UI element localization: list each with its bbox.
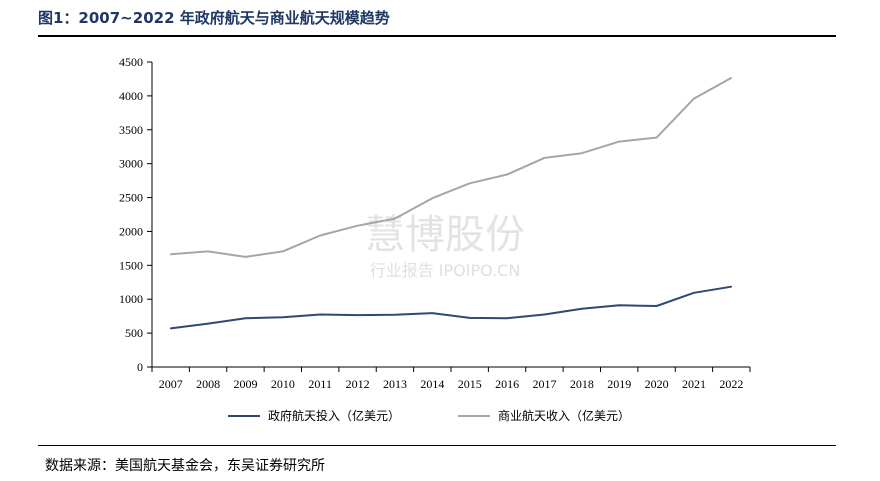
data-point bbox=[581, 307, 583, 310]
x-tick-label: 2009 bbox=[233, 377, 257, 391]
x-tick-label: 2008 bbox=[196, 377, 220, 391]
data-point bbox=[468, 317, 471, 319]
data-point bbox=[169, 253, 172, 255]
data-point bbox=[244, 317, 247, 320]
x-tick-label: 2010 bbox=[271, 377, 295, 391]
data-point bbox=[618, 140, 620, 143]
data-point bbox=[730, 77, 733, 79]
data-point bbox=[319, 313, 321, 316]
series-line-1 bbox=[170, 285, 732, 330]
x-tick-label: 2020 bbox=[645, 377, 669, 391]
y-tick-label: 4000 bbox=[119, 89, 143, 103]
data-source-note: 数据来源：美国航天基金会，东吴证券研究所 bbox=[45, 458, 325, 474]
data-point bbox=[319, 234, 321, 237]
data-point bbox=[730, 285, 733, 288]
legend: 政府航天投入（亿美元） 商业航天收入（亿美元） bbox=[228, 408, 630, 423]
watermark: 慧博股份 行业报告 IPOIPO.CN bbox=[365, 212, 525, 280]
x-tick-label: 2014 bbox=[420, 377, 444, 391]
y-tick-label: 3500 bbox=[119, 123, 143, 137]
axes: 0 500 1000 1500 2000 2500 3000 3500 4000 4500 2007… bbox=[119, 55, 751, 391]
y-tick-label: 0 bbox=[137, 360, 143, 374]
data-point bbox=[169, 327, 172, 330]
x-tick-label: 2016 bbox=[495, 377, 519, 391]
legend-label-2: 商业航天收入（亿美元） bbox=[498, 408, 630, 423]
x-tick-label: 2007 bbox=[159, 377, 183, 391]
x-tick-label: 2011 bbox=[308, 377, 332, 391]
data-point bbox=[693, 291, 695, 294]
data-point bbox=[506, 173, 508, 176]
data-point bbox=[282, 316, 284, 318]
legend-label-1: 政府航天投入（亿美元） bbox=[268, 408, 400, 423]
data-point bbox=[207, 250, 209, 253]
x-tick-label: 2012 bbox=[346, 377, 370, 391]
data-point bbox=[693, 97, 695, 100]
x-tick-label: 2013 bbox=[383, 377, 407, 391]
x-tick-label: 2017 bbox=[532, 377, 556, 391]
data-point bbox=[506, 317, 508, 320]
y-tick-label: 4500 bbox=[119, 55, 143, 69]
data-point bbox=[394, 217, 396, 220]
data-point bbox=[356, 314, 359, 316]
data-point bbox=[618, 304, 620, 307]
series-line-2 bbox=[170, 77, 732, 258]
y-tick-label: 1500 bbox=[119, 258, 143, 272]
data-point bbox=[356, 224, 359, 227]
figure-title: 图1：2007~2022 年政府航天与商业航天规模趋势 bbox=[38, 9, 390, 27]
source-rule bbox=[38, 445, 836, 446]
data-point bbox=[282, 250, 284, 253]
data-point bbox=[543, 313, 546, 316]
x-tick-label: 2021 bbox=[682, 377, 706, 391]
data-point bbox=[581, 152, 583, 154]
y-tick-label: 1000 bbox=[119, 292, 143, 306]
data-point bbox=[543, 157, 546, 159]
data-point bbox=[431, 197, 434, 200]
data-point bbox=[207, 322, 209, 325]
title-rule bbox=[38, 35, 836, 37]
y-tick-label: 2000 bbox=[119, 224, 143, 238]
y-tick-label: 3000 bbox=[119, 157, 143, 171]
y-tick-label: 500 bbox=[125, 326, 143, 340]
x-tick-label: 2019 bbox=[607, 377, 631, 391]
series-group bbox=[169, 77, 733, 330]
data-point bbox=[394, 314, 396, 316]
y-tick-label: 2500 bbox=[119, 191, 143, 205]
x-tick-label: 2022 bbox=[719, 377, 743, 391]
data-point bbox=[244, 256, 247, 258]
data-point bbox=[431, 312, 434, 314]
watermark-line2: 行业报告 IPOIPO.CN bbox=[370, 261, 521, 280]
data-point bbox=[468, 182, 471, 185]
data-point bbox=[655, 305, 658, 307]
x-tick-label: 2015 bbox=[458, 377, 482, 391]
x-tick-label: 2018 bbox=[570, 377, 594, 391]
data-point bbox=[655, 136, 658, 139]
